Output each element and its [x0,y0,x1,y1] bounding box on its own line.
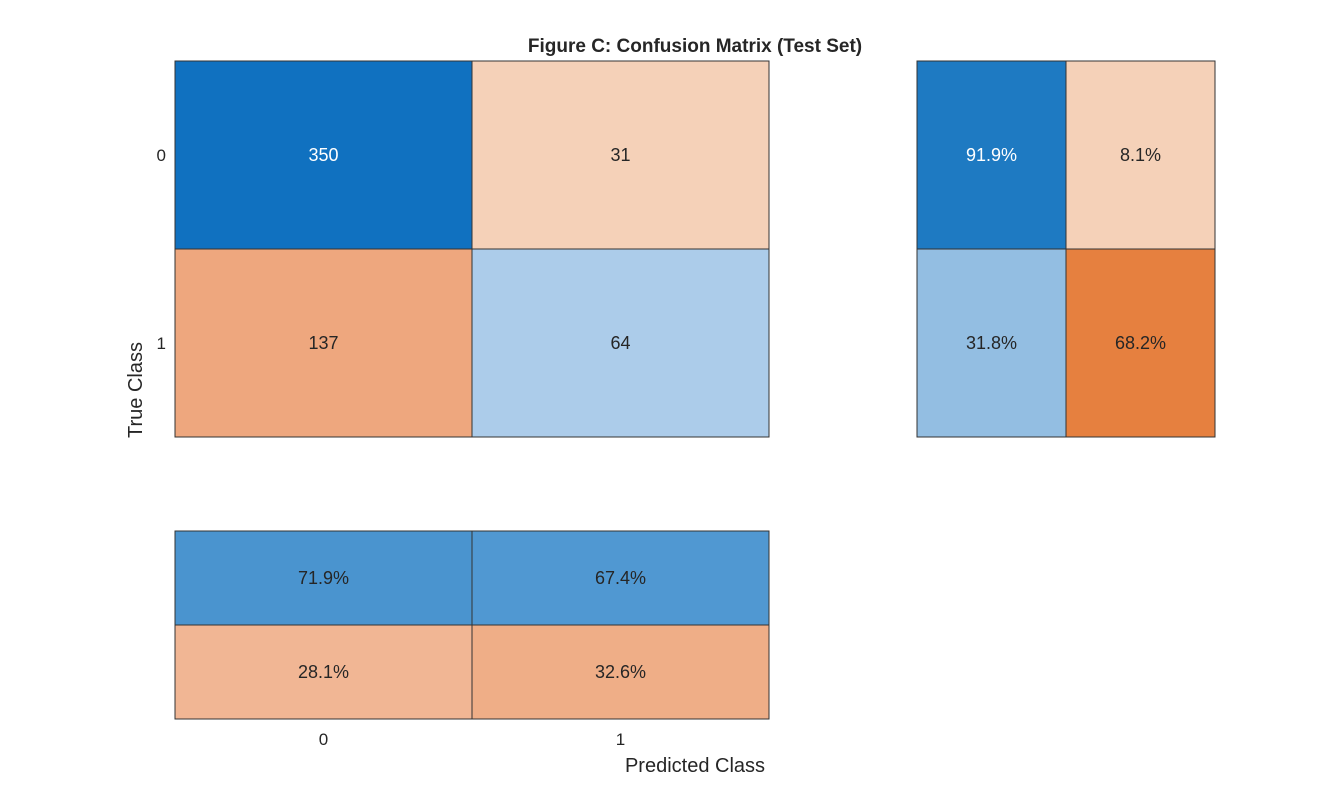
row-summary-cell [1065,248,1216,438]
row-summary-value: 68.2% [1115,333,1166,353]
matrix-cell [174,248,473,438]
row-summary-value: 91.9% [966,145,1017,165]
y-tick-label: 1 [157,334,166,353]
matrix-cell [471,60,770,250]
column-summary-value: 32.6% [595,662,646,682]
matrix-cell [174,60,473,250]
row-summary-cell [916,248,1067,438]
x-tick-label: 1 [616,730,625,749]
x-axis-label: Predicted Class [625,755,765,777]
column-summary-matrix: 71.9% 67.4% 28.1% 32.6% [174,530,770,720]
row-summary-value: 8.1% [1120,145,1161,165]
matrix-cell [471,248,770,438]
confusion-matrix: 350 31 137 64 [174,60,770,438]
column-summary-cell [471,624,770,720]
column-summary-value: 71.9% [298,568,349,588]
matrix-value: 31 [610,145,630,165]
y-axis-label: True Class [125,342,147,438]
column-summary-cell [471,530,770,626]
row-summary-cell [1065,60,1216,250]
row-summary-value: 31.8% [966,333,1017,353]
matrix-value: 137 [308,333,338,353]
x-tick-label: 0 [319,730,328,749]
matrix-value: 350 [308,145,338,165]
y-axis-ticks: 01 [157,146,166,353]
matrix-value: 64 [610,333,630,353]
column-summary-value: 28.1% [298,662,349,682]
column-summary-value: 67.4% [595,568,646,588]
row-summary-cell [916,60,1067,250]
y-tick-label: 0 [157,146,166,165]
row-summary-matrix: 91.9% 8.1% 31.8% 68.2% [916,60,1216,438]
chart-title: Figure C: Confusion Matrix (Test Set) [528,36,862,57]
